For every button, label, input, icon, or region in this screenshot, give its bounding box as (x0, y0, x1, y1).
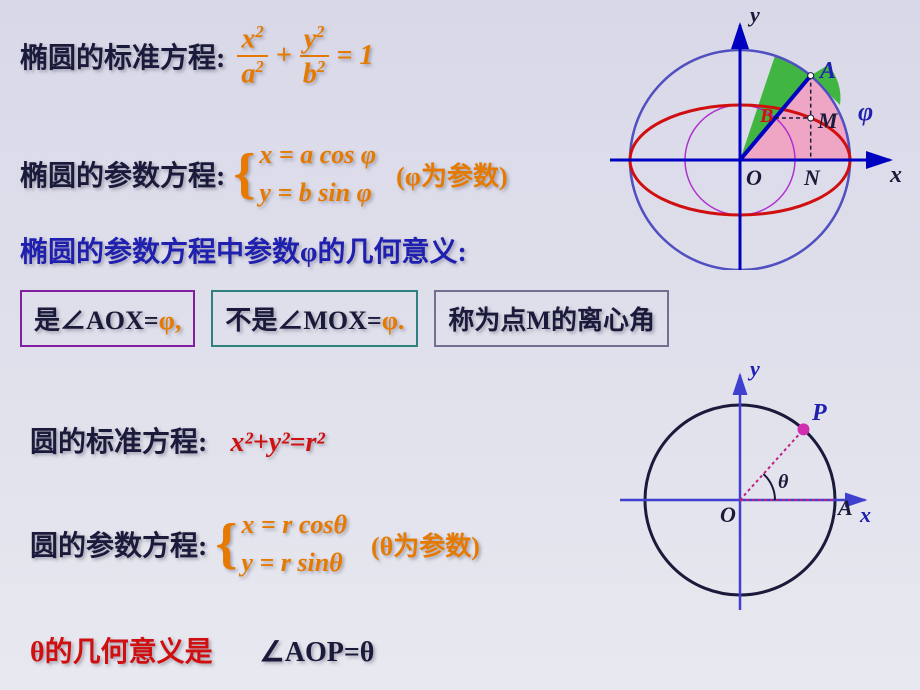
box-is-aox: 是∠AOX=φ, (20, 290, 195, 347)
label-P: P (811, 400, 827, 426)
point-M (808, 115, 814, 121)
label-O: O (746, 165, 762, 190)
circle-standard-equation: 圆的标准方程: x²+y²=r² (30, 420, 325, 460)
label-A: A (836, 495, 853, 520)
brace-icon: { (215, 530, 237, 558)
ellipse-standard-equation: 椭圆的标准方程: x2 a2 + y2 b2 = 1 (20, 24, 373, 89)
brace-icon: { (233, 160, 255, 188)
circle-parametric-equation: 圆的参数方程: { x = r cosθ y = r sinθ (θ为参数) (30, 510, 480, 578)
ellipse-diagram: y x O A M N B φ (580, 10, 910, 270)
frac-x2-a2: x2 a2 (237, 24, 267, 89)
point-A (808, 73, 814, 79)
equation: x2 a2 + y2 b2 = 1 (237, 24, 373, 89)
label: 圆的参数方程: (30, 524, 207, 564)
label-N: N (803, 165, 821, 190)
label-theta: θ (778, 471, 789, 493)
label-A: A (818, 58, 836, 84)
angle-arc (763, 474, 775, 500)
label-M: M (817, 108, 839, 133)
theta-meaning: θ的几何意义是 ∠AOP=θ (30, 630, 374, 670)
label-y: y (747, 10, 760, 27)
label: 椭圆的标准方程: (20, 36, 225, 76)
label-y: y (747, 360, 760, 381)
circle-diagram: y x O A P θ (600, 360, 880, 620)
label: 椭圆的参数方程: (20, 154, 225, 194)
equations: x = a cos φ y = b sin φ (259, 140, 376, 208)
label-O: O (720, 502, 736, 527)
label-B: B (759, 105, 773, 127)
label-phi: φ (858, 97, 873, 126)
point-P (798, 423, 810, 435)
label: 圆的标准方程: (30, 427, 207, 458)
phi-meaning-title: 椭圆的参数方程中参数φ的几何意义: (20, 230, 467, 270)
line-OP (740, 429, 804, 500)
frac-y2-b2: y2 b2 (300, 24, 329, 89)
label-x: x (889, 162, 902, 188)
ellipse-parametric-equation: 椭圆的参数方程: { x = a cos φ y = b sin φ (φ为参数… (20, 140, 508, 208)
equation: x²+y²=r² (230, 427, 324, 458)
note: (θ为参数) (371, 526, 480, 563)
equations: x = r cosθ y = r sinθ (241, 510, 347, 578)
meaning-boxes: 是∠AOX=φ, 不是∠MOX=φ. 称为点M的离心角 (20, 290, 669, 347)
box-not-mox: 不是∠MOX=φ. (211, 290, 418, 347)
label-x: x (859, 502, 871, 527)
box-eccentric-angle: 称为点M的离心角 (434, 290, 669, 347)
note: (φ为参数) (396, 156, 508, 193)
